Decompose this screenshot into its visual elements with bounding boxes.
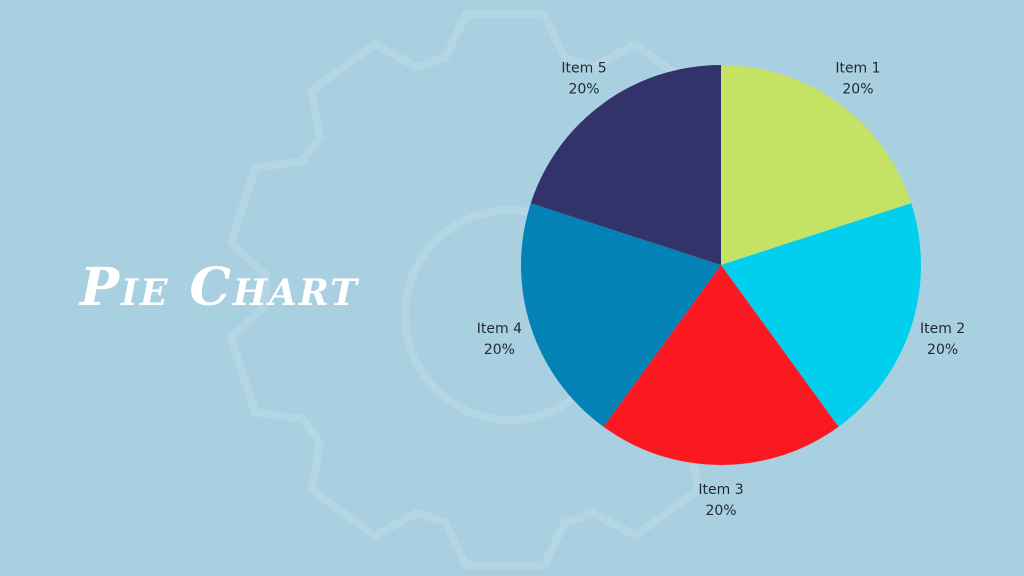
slice-percent-label: 20% (484, 342, 515, 358)
slice-percent-label: 20% (842, 81, 873, 97)
slice-percent-label: 20% (927, 342, 958, 358)
slice-label: Item 5 (561, 60, 606, 76)
pie-slice-5 (530, 65, 721, 265)
slice-percent-label: 20% (568, 81, 599, 97)
pie-slice-1 (721, 65, 912, 265)
page-title: Pie Chart (80, 257, 359, 318)
slice-label: Item 1 (835, 60, 880, 76)
slice-label: Item 4 (477, 321, 522, 337)
slice-label: Item 3 (698, 482, 743, 498)
pie-slice-2 (721, 203, 921, 427)
slice-percent-label: 20% (705, 503, 736, 519)
pie-slice-3 (603, 265, 839, 466)
pie-slice-4 (520, 203, 721, 427)
slice-label: Item 2 (920, 321, 965, 337)
